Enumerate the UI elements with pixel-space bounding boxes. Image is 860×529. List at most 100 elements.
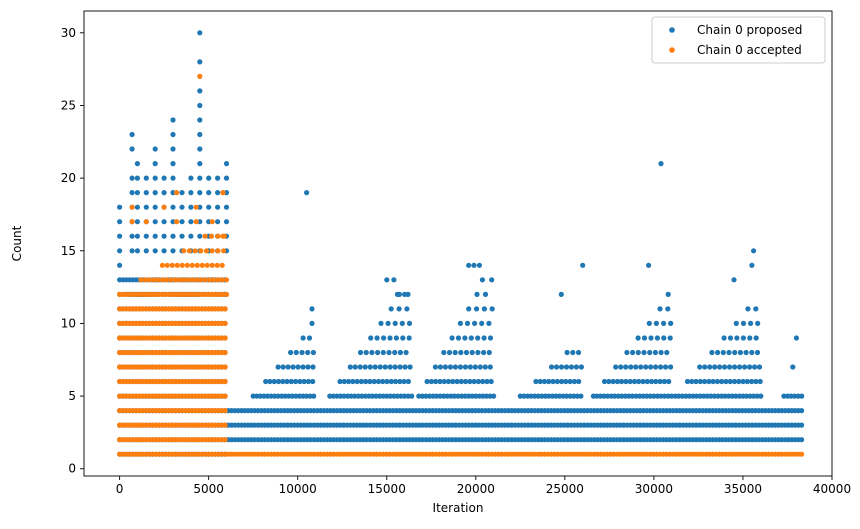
data-point — [715, 349, 721, 356]
data-point — [305, 364, 311, 370]
data-point — [341, 378, 347, 385]
data-point — [401, 378, 407, 385]
data-point — [185, 277, 191, 283]
data-point — [181, 291, 187, 297]
data-point — [799, 422, 805, 428]
data-point — [666, 378, 672, 385]
data-point — [215, 233, 221, 239]
data-point — [479, 320, 485, 326]
data-point — [662, 393, 668, 399]
data-point — [664, 349, 670, 356]
data-point — [152, 175, 158, 181]
data-point — [397, 349, 403, 356]
data-point — [170, 175, 176, 181]
data-point — [482, 291, 489, 297]
data-point — [658, 393, 664, 399]
data-point — [653, 378, 659, 385]
data-point — [197, 175, 203, 181]
x-tick-label: 40000 — [813, 482, 851, 496]
data-point — [280, 364, 286, 370]
data-point — [170, 204, 176, 210]
data-point — [474, 291, 480, 297]
data-point — [159, 277, 165, 283]
data-point — [665, 306, 671, 312]
data-point — [661, 378, 668, 385]
data-point — [197, 204, 203, 210]
data-point — [354, 378, 360, 385]
data-point — [517, 393, 523, 399]
data-point — [284, 378, 290, 385]
data-point — [348, 393, 354, 399]
data-point — [204, 262, 210, 268]
data-point — [211, 277, 217, 283]
data-point — [152, 233, 158, 239]
data-point — [222, 364, 228, 370]
data-point — [221, 248, 227, 254]
data-point — [697, 393, 703, 399]
data-point — [668, 320, 674, 326]
data-point — [346, 378, 352, 385]
data-point — [197, 233, 203, 239]
data-point — [686, 393, 693, 399]
data-point — [176, 277, 183, 283]
data-point — [455, 335, 462, 341]
data-point — [727, 378, 733, 385]
data-point — [197, 161, 203, 167]
data-point — [117, 262, 123, 268]
data-point — [206, 204, 212, 210]
data-point — [437, 393, 443, 399]
data-point — [623, 364, 629, 370]
data-point — [458, 349, 464, 356]
data-point — [393, 378, 399, 385]
data-point — [197, 146, 203, 152]
data-point — [134, 204, 140, 210]
data-point — [528, 393, 534, 399]
data-point — [550, 378, 556, 385]
data-point — [658, 364, 664, 370]
data-point — [188, 190, 194, 196]
legend-label: Chain 0 accepted — [697, 43, 802, 57]
data-point — [712, 364, 718, 370]
data-point — [622, 393, 629, 399]
data-point — [661, 335, 667, 341]
data-point — [377, 364, 383, 370]
data-point — [423, 393, 429, 399]
data-point — [749, 349, 755, 356]
x-tick-label: 15000 — [368, 482, 406, 496]
data-point — [198, 277, 204, 283]
data-point — [170, 248, 176, 254]
data-point — [198, 248, 204, 254]
data-point — [743, 393, 750, 399]
data-point — [215, 204, 221, 210]
data-point — [744, 378, 750, 385]
data-point — [454, 378, 460, 385]
data-point — [164, 262, 170, 268]
data-point — [117, 291, 123, 297]
data-point — [309, 306, 315, 312]
data-point — [174, 190, 180, 196]
data-point — [649, 378, 655, 385]
data-point — [676, 393, 682, 399]
data-point — [624, 349, 630, 356]
data-point — [394, 393, 400, 399]
data-point — [388, 378, 394, 385]
data-point — [745, 306, 751, 312]
data-point — [197, 59, 203, 65]
data-point — [161, 248, 167, 254]
data-point — [790, 364, 796, 370]
data-point — [799, 451, 805, 457]
data-point — [209, 219, 215, 225]
data-point — [194, 262, 200, 268]
data-point — [402, 364, 408, 370]
data-point — [352, 364, 358, 370]
y-tick-label: 0 — [68, 462, 76, 476]
series-0-points — [117, 30, 805, 457]
data-point — [222, 320, 228, 326]
data-point — [271, 378, 277, 385]
data-point — [457, 364, 463, 370]
data-point — [170, 233, 176, 239]
data-point — [462, 364, 468, 370]
data-point — [697, 378, 703, 385]
data-point — [736, 393, 743, 399]
data-point — [310, 364, 316, 370]
